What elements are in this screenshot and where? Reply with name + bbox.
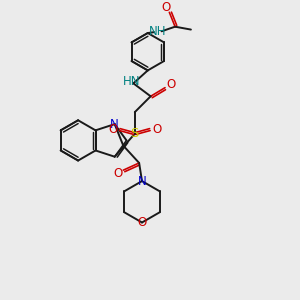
Text: N: N bbox=[138, 175, 146, 188]
Text: O: O bbox=[166, 78, 176, 91]
Text: O: O bbox=[152, 123, 162, 136]
Text: S: S bbox=[130, 127, 139, 140]
Text: N: N bbox=[110, 118, 119, 130]
Text: NH: NH bbox=[149, 25, 166, 38]
Text: O: O bbox=[137, 216, 147, 229]
Text: HN: HN bbox=[123, 75, 141, 88]
Text: O: O bbox=[108, 123, 117, 136]
Text: O: O bbox=[162, 1, 171, 13]
Text: O: O bbox=[113, 167, 122, 179]
